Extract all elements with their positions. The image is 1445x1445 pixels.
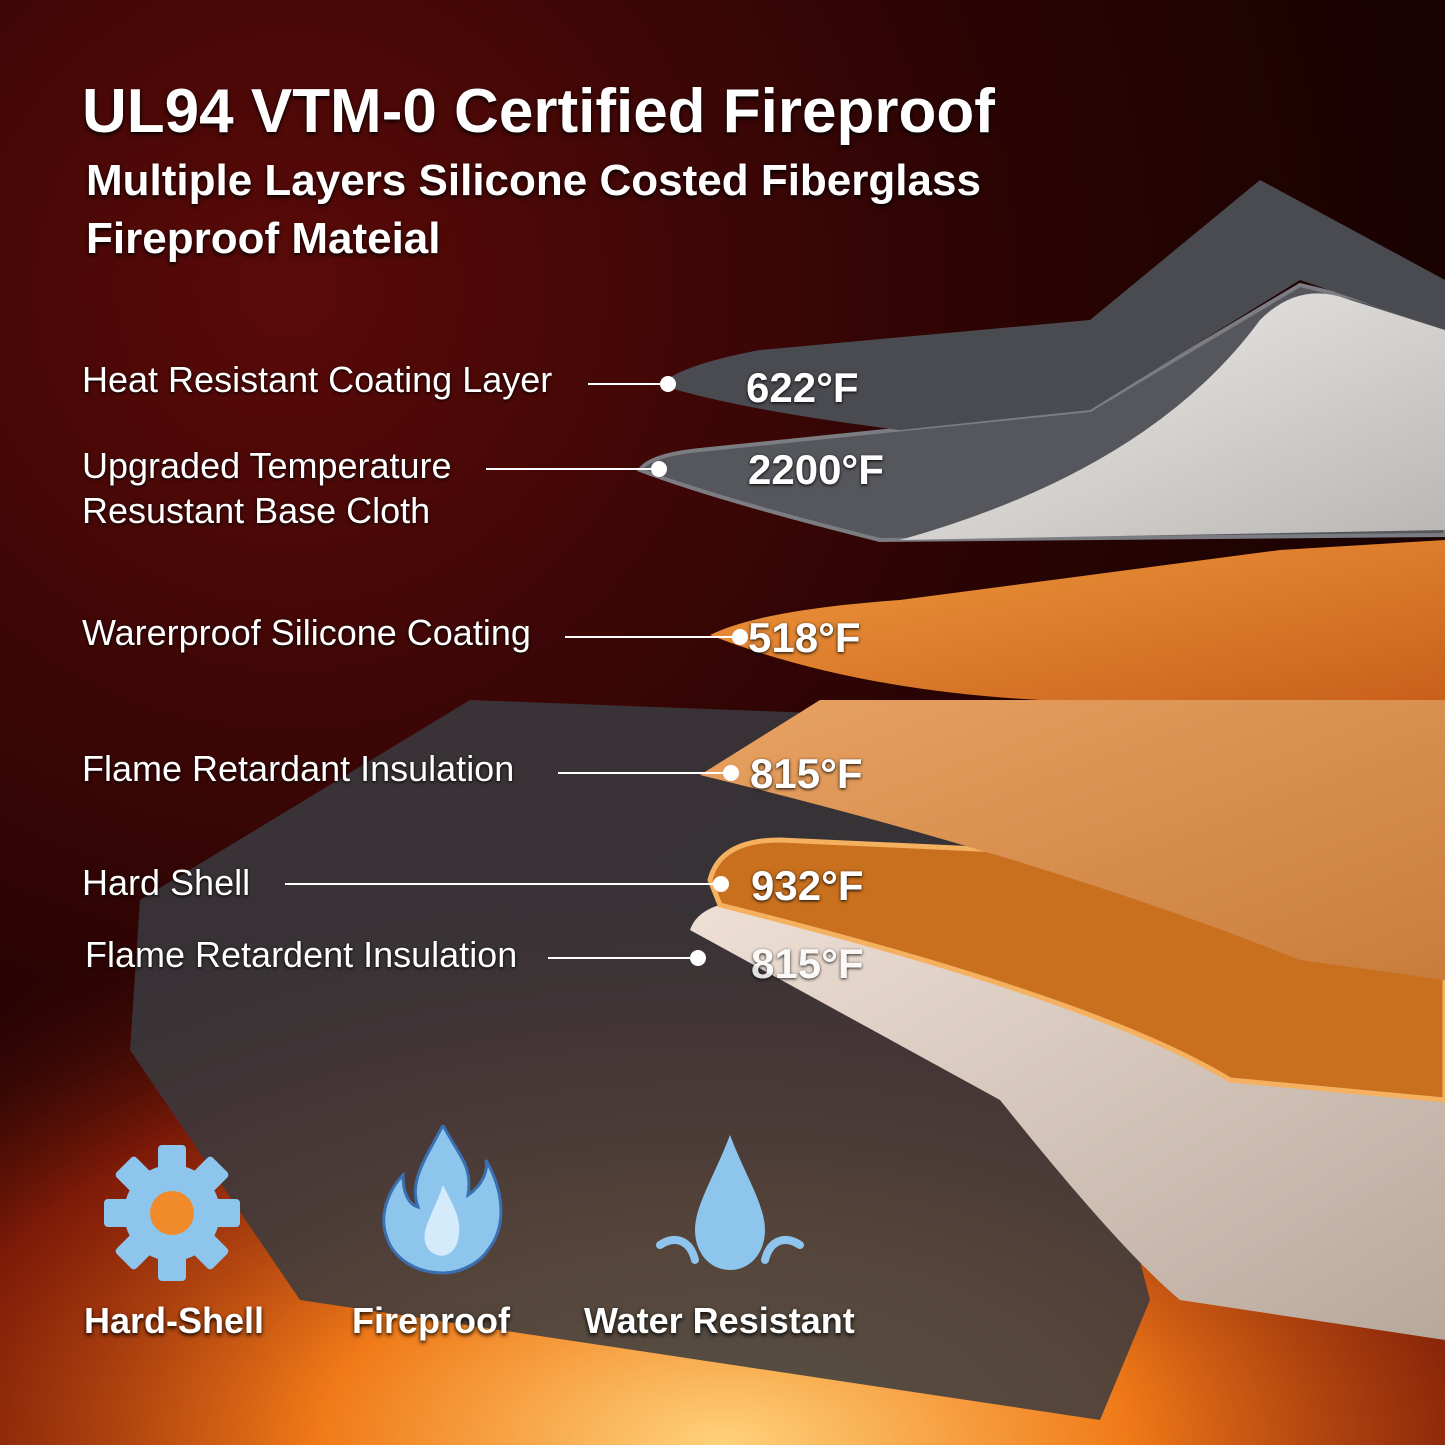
layer-label-flame-retardant: Flame Retardant Insulation xyxy=(82,748,515,789)
label-line-1: Upgraded Temperature xyxy=(82,445,452,486)
silicone-coating-layer xyxy=(710,540,1445,700)
callout-line xyxy=(548,957,698,959)
layer-temperature: 815°F xyxy=(751,940,864,987)
layer-temperature: 2200°F xyxy=(748,446,884,493)
callout-dot xyxy=(723,765,739,781)
callout-line xyxy=(285,883,721,885)
callout-dot xyxy=(660,376,676,392)
page-subtitle: Multiple Layers Silicone Costed Fibergla… xyxy=(86,152,981,268)
gear-icon xyxy=(104,1145,240,1281)
feature-label-fireproof: Fireproof xyxy=(352,1300,510,1341)
callout-line xyxy=(558,772,730,774)
subtitle-line-1: Multiple Layers Silicone Costed Fibergla… xyxy=(86,156,981,205)
layer-label-flame-retardent: Flame Retardent Insulation xyxy=(85,934,518,975)
subtitle-line-2: Fireproof Mateial xyxy=(86,214,441,263)
water-drop-icon xyxy=(656,1135,804,1270)
layer-label-hard-shell: Hard Shell xyxy=(82,862,251,903)
callout-line xyxy=(565,636,740,638)
feature-label-water-resistant: Water Resistant xyxy=(584,1300,855,1341)
label-line-2: Resustant Base Cloth xyxy=(82,490,431,531)
page-title: UL94 VTM-0 Certified Fireproof xyxy=(82,77,995,146)
layer-temperature: 815°F xyxy=(750,750,863,797)
layer-temperature: 932°F xyxy=(751,862,864,909)
layer-temperature: 622°F xyxy=(746,364,859,411)
layer-label-base-cloth: Upgraded Temperature Resustant Base Clot… xyxy=(82,443,452,533)
callout-dot xyxy=(713,876,729,892)
callout-line xyxy=(486,468,658,470)
base-cloth-silver-face xyxy=(900,293,1445,540)
callout-dot xyxy=(651,461,667,477)
flame-icon xyxy=(382,1125,503,1275)
callout-line xyxy=(588,383,668,385)
callout-dot xyxy=(690,950,706,966)
layer-temperature: 518°F xyxy=(748,614,861,661)
layer-label-silicone-coating: Warerproof Silicone Coating xyxy=(82,612,531,653)
feature-label-hard-shell: Hard-Shell xyxy=(84,1300,265,1341)
heat-resistant-coating-layer xyxy=(660,180,1445,430)
flame-retardant-insulation-layer xyxy=(700,700,1445,980)
layer-label-heat-resistant: Heat Resistant Coating Layer xyxy=(82,359,553,400)
callout-dot xyxy=(732,629,748,645)
